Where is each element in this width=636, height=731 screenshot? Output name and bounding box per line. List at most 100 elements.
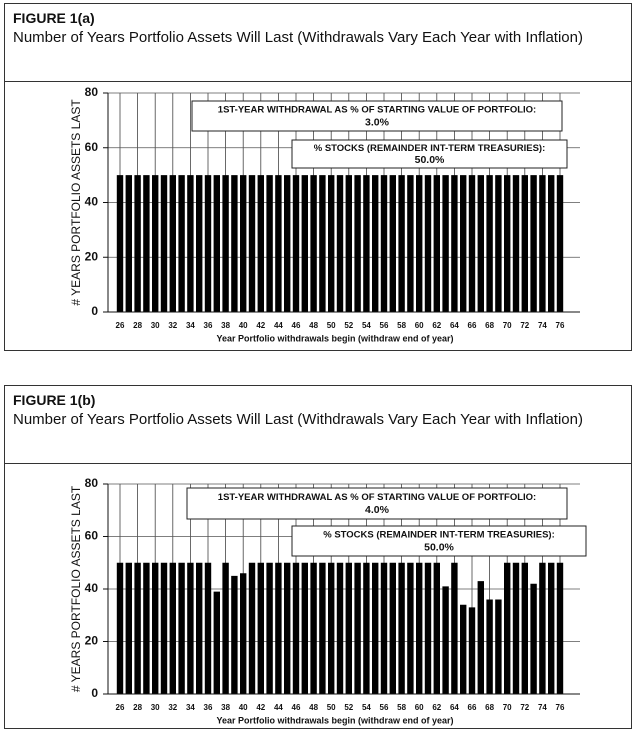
bar [187,562,194,694]
bar [204,175,212,312]
x-tick-label: 62 [432,321,441,330]
x-tick-label: 62 [432,703,441,712]
bar [231,175,238,312]
bar [116,175,124,312]
annotation-box [291,139,568,169]
chart-panel: FIGURE 1(a) Number of Years Portfolio As… [4,3,632,351]
bar [284,175,291,312]
annotation: % STOCKS (REMAINDER INT-TERM TREASURIES)… [314,143,546,154]
bar [504,562,511,694]
x-tick-label: 30 [151,321,160,330]
bar [178,562,185,694]
bar [556,562,564,694]
x-tick-label: 34 [186,321,195,330]
x-tick-label: 60 [415,321,424,330]
x-tick-label: 36 [204,321,213,330]
bar [539,562,546,694]
chart-panel: FIGURE 1(b) Number of Years Portfolio As… [4,385,632,729]
bar [416,562,423,694]
x-tick-label: 32 [168,703,177,712]
x-tick-label: 34 [186,703,195,712]
y-tick-label: 60 [85,529,99,543]
x-tick-label: 40 [239,703,248,712]
bar [248,562,256,694]
bar [530,175,537,312]
bar [345,562,352,694]
x-tick-label: 72 [520,321,529,330]
bar [336,562,344,694]
annotation: 50.0% [415,154,445,166]
bar [548,562,555,694]
bar [363,175,370,312]
annotation-box [191,100,563,132]
bar [301,562,308,694]
bar [556,175,564,312]
x-tick-label: 74 [538,321,547,330]
bar [442,586,449,694]
x-tick-label: 28 [133,321,142,330]
bar [477,175,484,312]
bar [257,175,264,312]
x-tick-label: 68 [485,321,494,330]
bar [275,175,282,312]
x-tick-label: 70 [503,321,512,330]
bar [319,562,326,694]
bar [504,175,511,312]
bar [345,175,352,312]
bar [178,175,185,312]
annotation: 3.0% [365,116,390,128]
chart-subtitle: Number of Years Portfolio Assets Will La… [13,411,583,428]
bar [380,562,388,694]
bar [196,562,203,694]
x-tick-label: 46 [292,703,301,712]
bar [539,175,546,312]
bar [389,175,396,312]
header: FIGURE 1(a) Number of Years Portfolio As… [5,4,631,82]
bar [160,562,168,694]
x-tick-label: 58 [397,703,406,712]
x-tick-label: 30 [151,703,160,712]
bar [169,175,176,312]
bar [477,581,484,694]
annotation-box [291,525,587,557]
bar [301,175,308,312]
x-tick-label: 54 [362,703,371,712]
x-tick-label: 38 [221,321,230,330]
x-tick-label: 64 [450,703,459,712]
bar [468,175,476,312]
bar [319,175,326,312]
bar [433,175,440,312]
y-tick-label: 80 [85,476,99,490]
bar [460,604,467,694]
x-tick-label: 36 [204,703,213,712]
bar [125,562,132,694]
bar [328,175,335,312]
x-tick-label: 42 [256,321,265,330]
bar [222,562,229,694]
x-tick-label: 64 [450,321,459,330]
x-axis-label: Year Portfolio withdrawals begin (withdr… [216,715,453,725]
bar [451,562,458,694]
bar [134,562,141,694]
x-tick-label: 28 [133,703,142,712]
x-tick-label: 50 [327,321,336,330]
bar [372,175,379,312]
annotation-box [186,487,568,520]
annotation: 1ST-YEAR WITHDRAWAL AS % OF STARTING VAL… [218,492,536,503]
bar [266,175,273,312]
y-tick-label: 40 [85,195,99,209]
bar [310,562,317,694]
bar [248,175,256,312]
bar [213,591,220,694]
bar [398,175,405,312]
bar [160,175,168,312]
x-tick-label: 56 [380,703,389,712]
x-tick-label: 76 [556,321,565,330]
bar [398,562,405,694]
bar [372,562,379,694]
x-tick-label: 58 [397,321,406,330]
bar [143,175,150,312]
bar [460,175,467,312]
bar [143,562,150,694]
x-tick-label: 44 [274,703,283,712]
